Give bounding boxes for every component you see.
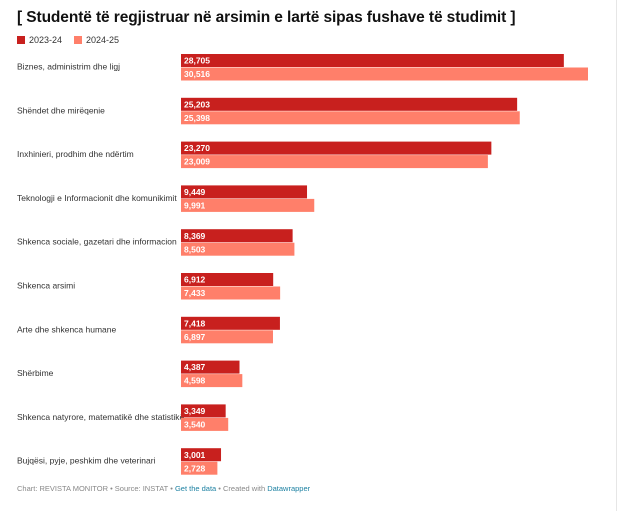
category-label: Shkenca natyrore, matematikë dhe statist…: [17, 412, 185, 422]
bar-series2: [181, 111, 520, 125]
bar-series1: [181, 229, 293, 243]
category-label: Shëndet dhe mirëqenie: [17, 105, 105, 115]
bar-value-label: 7,433: [184, 288, 206, 298]
category-label: Shkenca arsimi: [17, 281, 75, 291]
bar-series2: [181, 286, 281, 300]
bar-series2: [181, 242, 295, 256]
bar-value-label: 8,369: [184, 231, 206, 241]
bar-value-label: 9,449: [184, 187, 206, 197]
bar-series2: [181, 417, 229, 431]
footer-created: • Created with: [216, 484, 268, 493]
bar-series1: [181, 273, 274, 286]
bar-value-label: 30,516: [184, 69, 210, 79]
bar-series2: [181, 461, 218, 475]
datawrapper-link[interactable]: Datawrapper: [267, 484, 311, 493]
footer-credits: Chart: REVISTA MONITOR • Source: INSTAT …: [17, 484, 175, 493]
get-data-link[interactable]: Get the data: [174, 484, 217, 493]
legend-item-series1: 2023-24: [17, 35, 62, 45]
bar-series2: [181, 67, 588, 81]
bar-value-label: 28,705: [184, 56, 210, 66]
category-label: Teknologji e Informacionit dhe komunikim…: [17, 193, 177, 203]
bar-series1: [181, 448, 222, 462]
footer: Chart: REVISTA MONITOR • Source: INSTAT …: [17, 484, 310, 493]
bar-value-label: 25,398: [184, 113, 210, 123]
bar-series1: [181, 185, 308, 199]
category-label: Shërbime: [17, 368, 54, 378]
legend-swatch-series1: [17, 36, 25, 44]
bar-series2: [181, 330, 273, 344]
bar-series1: [181, 54, 564, 67]
bar-series2: [181, 374, 243, 388]
chart-title: [ Studentë të regjistruar në arsimin e l…: [17, 9, 516, 26]
bar-value-label: 4,598: [184, 376, 206, 386]
category-label: Bujqësi, pyje, peshkim dhe veterinari: [17, 456, 156, 466]
bar-value-label: 3,349: [184, 406, 206, 416]
bar-value-label: 6,897: [184, 332, 206, 342]
bar-series1: [181, 360, 240, 374]
bar-value-label: 23,270: [184, 143, 210, 153]
legend-item-series2: 2024-25: [74, 35, 119, 45]
bar-value-label: 3,001: [184, 450, 206, 460]
legend: 2023-24 2024-25: [17, 35, 119, 45]
right-edge-line: [616, 0, 617, 511]
bar-value-label: 6,912: [184, 275, 206, 285]
bar-value-label: 9,991: [184, 201, 206, 211]
bar-series1: [181, 97, 518, 111]
bar-value-label: 2,728: [184, 463, 206, 473]
legend-label-series1: 2023-24: [29, 35, 63, 45]
bar-series2: [181, 198, 315, 212]
bar-chart: Biznes, administrim dhe ligj 28,705 30,516…: [17, 54, 588, 475]
category-label: Inxhinieri, prodhim dhe ndërtim: [17, 149, 134, 159]
category-label: Arte dhe shkenca humane: [17, 324, 117, 334]
category-label: Shkenca sociale, gazetari dhe informacio…: [17, 237, 177, 247]
bar-series1: [181, 141, 492, 155]
bar-value-label: 3,540: [184, 420, 206, 430]
legend-swatch-series2: [74, 36, 83, 44]
category-label: Biznes, administrim dhe ligj: [17, 62, 120, 72]
bar-value-label: 25,203: [184, 99, 210, 109]
legend-label-series2: 2024-25: [86, 35, 120, 45]
bar-value-label: 23,009: [184, 157, 210, 167]
bar-value-label: 4,387: [184, 362, 206, 372]
bar-series1: [181, 404, 226, 418]
bar-series2: [181, 155, 488, 169]
bar-value-label: 8,503: [184, 244, 206, 254]
bar-value-label: 7,418: [184, 318, 206, 328]
bar-series1: [181, 316, 280, 330]
